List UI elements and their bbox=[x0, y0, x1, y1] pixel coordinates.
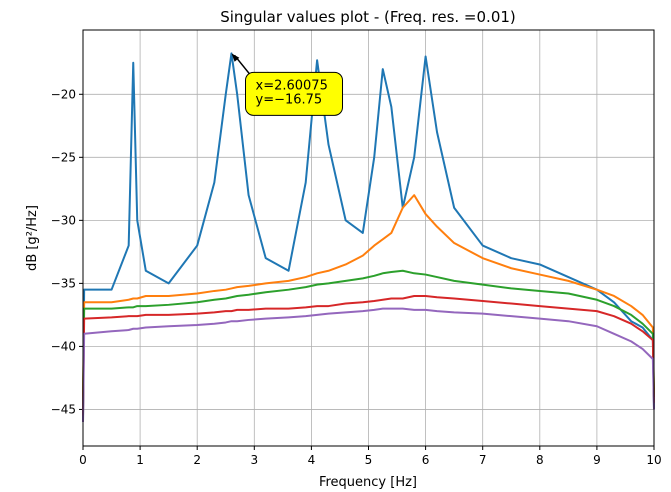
annotation-text: x=2.60075 bbox=[256, 78, 328, 93]
y-tick-label: −35 bbox=[51, 276, 76, 290]
annotation-box bbox=[245, 71, 344, 116]
x-tick-label: 10 bbox=[646, 453, 661, 467]
x-tick-label: 9 bbox=[593, 453, 601, 467]
series-line bbox=[82, 52, 655, 423]
annotation-text: y=−16.75 bbox=[256, 92, 323, 107]
x-tick-label: 2 bbox=[193, 453, 201, 467]
y-tick-label: −25 bbox=[51, 150, 76, 164]
y-tick-label: −20 bbox=[51, 87, 76, 101]
x-tick-label: 8 bbox=[536, 453, 544, 467]
annotation-arrowhead bbox=[231, 53, 240, 62]
chart-title: Singular values plot - (Freq. res. =0.01… bbox=[220, 8, 516, 26]
plot-frame bbox=[82, 29, 655, 447]
series-line bbox=[82, 307, 655, 423]
x-tick-label: 4 bbox=[308, 453, 316, 467]
x-axis-label: Frequency [Hz] bbox=[319, 475, 417, 490]
series-line bbox=[82, 294, 655, 416]
series-line bbox=[82, 194, 655, 397]
y-tick-label: −45 bbox=[51, 402, 76, 416]
x-tick-label: 6 bbox=[422, 453, 430, 467]
x-tick-label: 0 bbox=[79, 453, 87, 467]
x-tick-label: 3 bbox=[250, 453, 258, 467]
y-tick-label: −40 bbox=[51, 339, 76, 353]
x-tick-label: 7 bbox=[479, 453, 487, 467]
x-tick-label: 1 bbox=[136, 453, 144, 467]
series-line bbox=[82, 269, 655, 410]
y-tick-label: −30 bbox=[51, 213, 76, 227]
x-tick-label: 5 bbox=[365, 453, 373, 467]
y-axis-label: dB [g²/Hz] bbox=[25, 205, 40, 271]
